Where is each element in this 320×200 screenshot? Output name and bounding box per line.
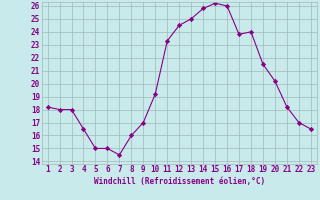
X-axis label: Windchill (Refroidissement éolien,°C): Windchill (Refroidissement éolien,°C) [94, 177, 265, 186]
